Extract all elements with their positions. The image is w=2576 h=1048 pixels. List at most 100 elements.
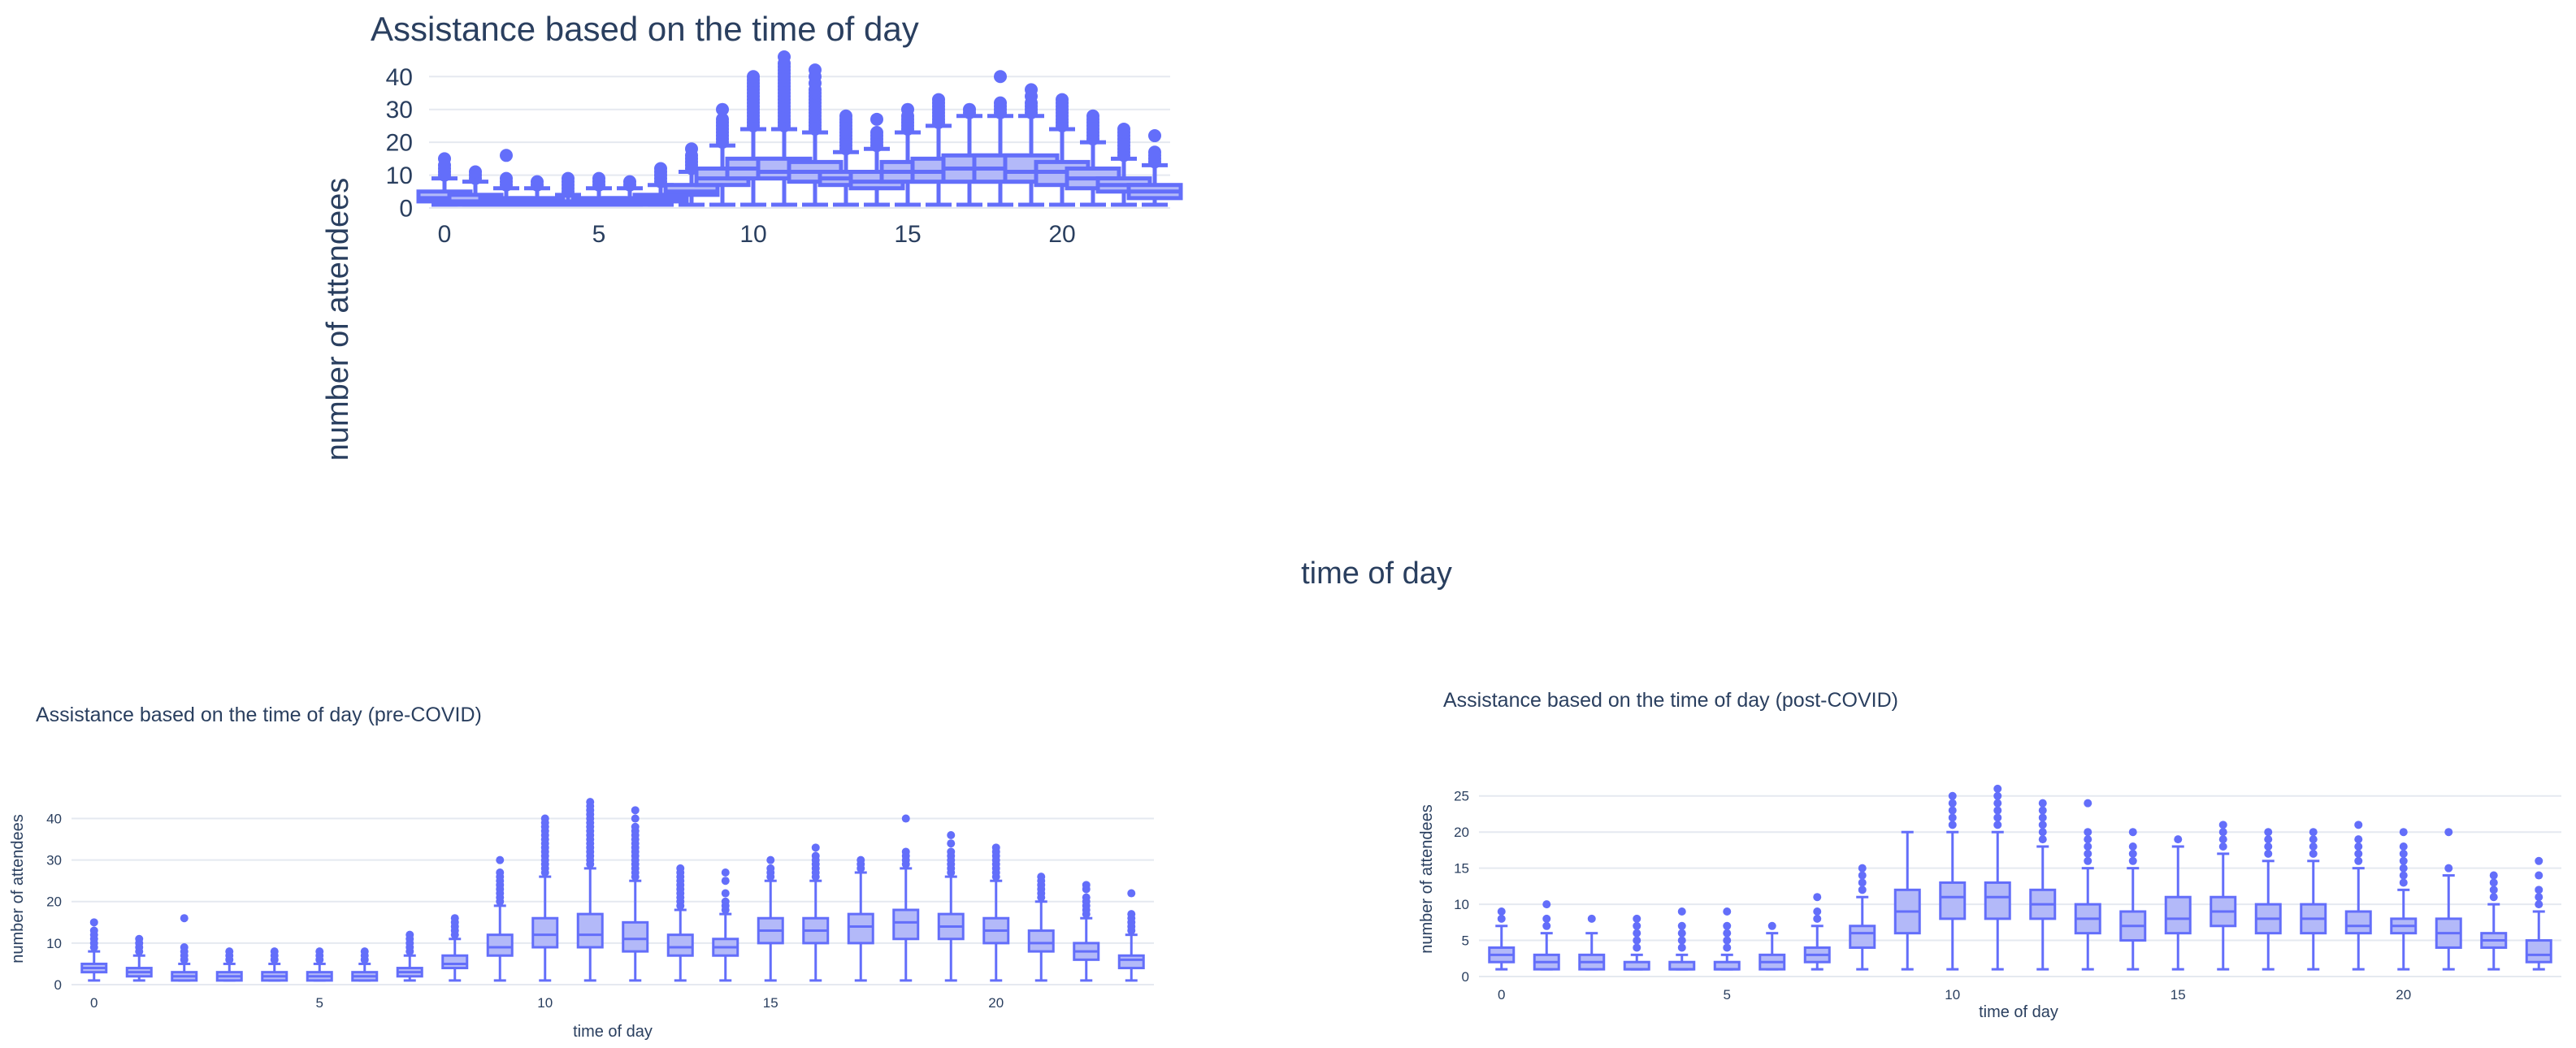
outlier-point — [2399, 842, 2408, 851]
outlier-point — [1497, 914, 1506, 923]
outlier-point — [809, 63, 822, 77]
outlier-point — [2084, 828, 2092, 837]
outlier-point — [1993, 791, 2002, 800]
outlier-point — [315, 947, 324, 956]
pre-box-hour-2 — [171, 914, 198, 982]
outlier-point — [2084, 799, 2092, 808]
outlier-point — [654, 162, 667, 175]
post-box-hour-18 — [2300, 828, 2327, 971]
outlier-point — [1542, 900, 1551, 909]
outlier-point — [1993, 784, 2002, 793]
iqr-box — [1027, 929, 1055, 953]
main-box-hour-23 — [1126, 129, 1183, 207]
outlier-point — [991, 843, 1000, 852]
iqr-box — [1849, 925, 1876, 949]
pre-x-tick-label: 15 — [763, 995, 778, 1011]
outlier-point — [89, 926, 98, 935]
pre-x-tick-label: 0 — [90, 995, 98, 1011]
post-y-tick-label: 25 — [1454, 789, 1469, 804]
outlier-point — [1633, 936, 1641, 945]
pre-box-hour-9 — [486, 855, 514, 982]
outlier-point — [1813, 914, 1822, 923]
outlier-point — [778, 50, 791, 63]
outlier-point — [947, 847, 956, 856]
outlier-point — [1677, 907, 1686, 916]
outlier-point — [721, 877, 730, 886]
pre-box-hour-16 — [802, 843, 830, 982]
outlier-point — [89, 918, 98, 927]
outlier-point — [1086, 109, 1099, 123]
outlier-point — [1127, 889, 1136, 898]
pre-box-hour-22 — [1073, 881, 1100, 982]
outlier-point — [721, 897, 730, 906]
outlier-point — [870, 126, 883, 139]
outlier-point — [2084, 856, 2092, 865]
pre-box-hour-8 — [441, 914, 469, 982]
outlier-point — [1677, 929, 1686, 938]
post-y-tick-label: 5 — [1462, 933, 1469, 949]
pre-covid-chart-title: Assistance based on the time of day (pre… — [36, 704, 482, 726]
pre-box-hour-19 — [937, 831, 965, 982]
outlier-point — [1025, 83, 1038, 97]
outlier-point — [2038, 821, 2047, 829]
post-y-tick-label: 15 — [1454, 861, 1469, 877]
outlier-point — [623, 175, 636, 188]
main-y-tick-label: 10 — [386, 162, 413, 189]
pre-box-hour-14 — [712, 868, 739, 982]
pre-y-axis-title: number of attendees — [9, 814, 27, 963]
iqr-box — [892, 908, 920, 941]
outlier-point — [2535, 900, 2543, 909]
outlier-point — [901, 814, 910, 823]
main-y-tick-label: 20 — [386, 130, 413, 157]
main-y-tick-label: 40 — [386, 64, 413, 91]
iqr-box — [1117, 954, 1145, 970]
post-box-hour-19 — [2344, 821, 2372, 971]
post-box-hour-17 — [2254, 828, 2282, 971]
pre-box-hour-20 — [982, 843, 1010, 982]
outlier-point — [631, 814, 640, 823]
outlier-point — [2399, 856, 2408, 865]
outlier-point — [721, 889, 730, 898]
outlier-point — [747, 70, 760, 84]
main-box-hour-18 — [972, 70, 1029, 207]
outlier-point — [1148, 129, 1161, 143]
outlier-point — [496, 855, 505, 864]
main-box-hour-14 — [848, 112, 905, 207]
outlier-point — [766, 855, 775, 864]
main-x-tick-label: 20 — [1048, 221, 1075, 248]
outlier-point — [2535, 886, 2543, 894]
outlier-point — [963, 102, 976, 116]
pre-x-axis-title: time of day — [573, 1023, 653, 1041]
post-box-hour-13 — [2074, 799, 2101, 971]
outlier-point — [2038, 813, 2047, 822]
outlier-point — [811, 843, 820, 852]
pre-box-hour-21 — [1027, 873, 1055, 982]
outlier-point — [901, 847, 910, 856]
outlier-point — [562, 171, 575, 185]
outlier-point — [2084, 849, 2092, 858]
outlier-point — [2309, 842, 2318, 851]
outlier-point — [2354, 849, 2363, 858]
outlier-point — [716, 112, 729, 126]
outlier-point — [135, 934, 144, 943]
post-box-hour-4 — [1668, 907, 1696, 971]
outlier-point — [2128, 828, 2137, 837]
outlier-point — [2264, 835, 2273, 844]
outlier-point — [2218, 821, 2227, 829]
outlier-point — [1948, 791, 1957, 800]
main-x-tick-label: 10 — [739, 221, 766, 248]
outlier-point — [1767, 921, 1776, 930]
outlier-point — [631, 806, 640, 815]
outlier-point — [1587, 914, 1596, 923]
outlier-point — [1633, 929, 1641, 938]
pre-box-hour-15 — [757, 855, 784, 982]
outlier-point — [1948, 806, 1957, 815]
post-box-hour-14 — [2119, 828, 2147, 971]
outlier-point — [2399, 864, 2408, 873]
outlier-point — [947, 831, 956, 839]
iqr-box — [486, 933, 514, 957]
outlier-point — [1148, 145, 1161, 159]
outlier-point — [405, 930, 414, 939]
outlier-point — [1542, 921, 1551, 930]
outlier-point — [2264, 849, 2273, 858]
